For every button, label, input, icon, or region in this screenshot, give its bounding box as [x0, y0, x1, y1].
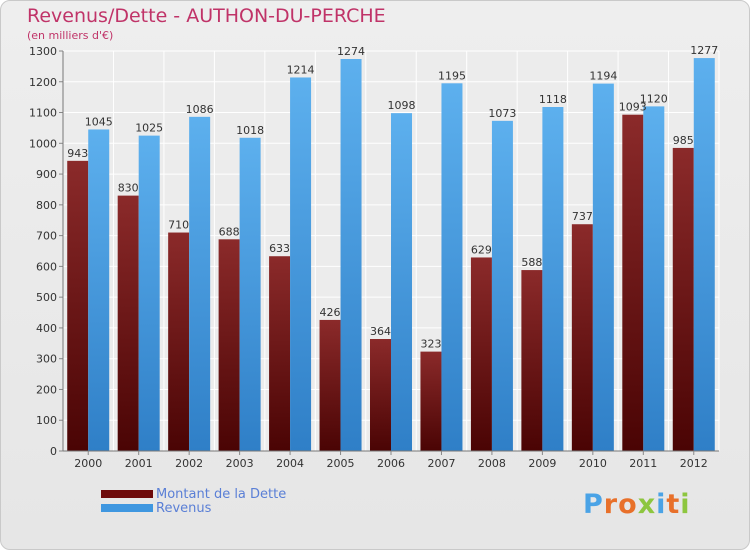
proxiti-logo: Proxiti: [583, 489, 691, 520]
data-label-dette: 710: [168, 219, 189, 232]
x-tick-label: 2011: [629, 457, 657, 470]
x-tick-label: 2002: [175, 457, 203, 470]
data-label-dette: 364: [370, 325, 391, 338]
data-label-revenus: 1098: [388, 99, 416, 112]
bar-revenus: [491, 120, 513, 451]
y-tick-label: 1000: [29, 137, 57, 150]
bar-revenus: [138, 135, 160, 451]
data-label-revenus: 1025: [135, 122, 163, 135]
y-tick-label: 1300: [29, 45, 57, 58]
bar-dette: [67, 160, 89, 451]
bar-dette: [117, 195, 139, 451]
bar-dette: [218, 239, 240, 451]
x-tick-label: 2009: [528, 457, 556, 470]
data-label-revenus: 1274: [337, 45, 365, 58]
bar-dette: [571, 224, 593, 451]
bar-revenus: [290, 77, 312, 451]
x-tick-label: 2005: [327, 457, 355, 470]
data-label-revenus: 1086: [186, 103, 214, 116]
data-label-revenus: 1194: [589, 70, 617, 83]
bar-revenus: [189, 116, 211, 451]
bar-revenus: [542, 107, 564, 451]
logo-letter: t: [666, 489, 681, 520]
chart-subtitle: (en milliers d'€): [27, 29, 114, 42]
y-tick-label: 500: [36, 291, 57, 304]
data-label-dette: 629: [471, 243, 492, 256]
logo-letter: x: [637, 489, 657, 520]
data-label-dette: 985: [673, 134, 694, 147]
data-label-revenus: 1018: [236, 124, 264, 137]
bar-revenus: [693, 58, 715, 451]
data-label-revenus: 1214: [287, 63, 315, 76]
legend-swatch-revenus: [101, 504, 153, 512]
y-tick-label: 200: [36, 383, 57, 396]
bar-revenus: [592, 83, 614, 451]
data-label-dette: 633: [269, 242, 290, 255]
y-tick-label: 1200: [29, 76, 57, 89]
bar-dette: [168, 232, 190, 451]
legend-label-debt: Montant de la Dette: [156, 487, 287, 502]
y-tick-label: 400: [36, 322, 57, 335]
logo-letter: i: [656, 489, 667, 520]
bar-revenus: [239, 137, 261, 451]
x-tick-label: 2007: [427, 457, 455, 470]
logo-letter: r: [603, 489, 619, 520]
data-label-dette: 943: [67, 147, 88, 160]
data-label-dette: 688: [219, 225, 240, 238]
bar-dette: [269, 256, 291, 451]
bar-dette: [622, 114, 644, 451]
x-tick-label: 2008: [478, 457, 506, 470]
y-tick-label: 900: [36, 168, 57, 181]
data-label-revenus: 1120: [640, 92, 668, 105]
data-label-dette: 426: [320, 306, 341, 319]
data-label-dette: 323: [420, 338, 441, 351]
bar-dette: [420, 351, 442, 451]
bar-dette: [370, 339, 391, 451]
legend-label-revenus: Revenus: [156, 501, 212, 516]
data-label-revenus: 1277: [690, 44, 718, 57]
y-tick-label: 700: [36, 230, 57, 243]
x-tick-label: 2003: [226, 457, 254, 470]
bar-revenus: [643, 106, 665, 451]
bar-revenus: [441, 83, 463, 452]
data-label-revenus: 1073: [488, 107, 516, 120]
data-label-revenus: 1118: [539, 93, 567, 106]
bar-dette: [672, 147, 694, 451]
x-tick-label: 2000: [74, 457, 102, 470]
x-tick-label: 2010: [579, 457, 607, 470]
chart-title: Revenus/Dette - AUTHON-DU-PERCHE: [27, 5, 386, 27]
data-label-dette: 830: [118, 182, 139, 195]
y-tick-label: 800: [36, 199, 57, 212]
logo-letter: i: [680, 489, 691, 520]
data-label-dette: 1093: [619, 101, 647, 114]
data-label-revenus: 1045: [85, 115, 113, 128]
bar-revenus: [391, 113, 412, 452]
data-label-dette: 737: [572, 210, 593, 223]
bar-revenus: [340, 59, 362, 451]
logo-letter: o: [618, 489, 638, 520]
y-tick-label: 600: [36, 260, 57, 273]
data-label-dette: 588: [521, 256, 542, 269]
y-tick-label: 1100: [29, 107, 57, 120]
bar-dette: [319, 319, 341, 451]
data-label-revenus: 1195: [438, 69, 466, 82]
x-tick-label: 2004: [276, 457, 304, 470]
x-tick-label: 2012: [680, 457, 708, 470]
legend-swatch-debt: [101, 490, 153, 498]
logo-letter: P: [583, 489, 604, 520]
bar-dette: [521, 270, 543, 451]
y-tick-label: 0: [50, 445, 57, 458]
y-tick-label: 100: [36, 414, 57, 427]
x-tick-label: 2001: [125, 457, 153, 470]
y-tick-label: 300: [36, 353, 57, 366]
bar-dette: [470, 257, 492, 451]
bar-revenus: [88, 129, 110, 451]
x-tick-label: 2006: [377, 457, 405, 470]
